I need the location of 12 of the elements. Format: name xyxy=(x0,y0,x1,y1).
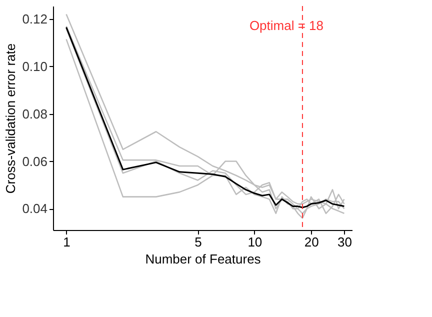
y-tick-label: 0.04 xyxy=(22,201,48,216)
y-tick-label: 0.12 xyxy=(22,12,48,27)
y-axis-title: Cross-validation error rate xyxy=(3,43,18,194)
x-tick-label: 5 xyxy=(194,234,202,250)
x-tick-label: 10 xyxy=(248,234,262,250)
x-axis-title: Number of Features xyxy=(145,252,262,266)
x-tick-label: 30 xyxy=(337,234,352,250)
x-tick-label: 20 xyxy=(304,234,319,250)
y-tick-label: 0.10 xyxy=(22,58,48,74)
y-tick-label: 0.08 xyxy=(22,106,48,122)
x-tick-label: 1 xyxy=(63,234,70,250)
y-tick-label: 0.06 xyxy=(22,154,48,169)
